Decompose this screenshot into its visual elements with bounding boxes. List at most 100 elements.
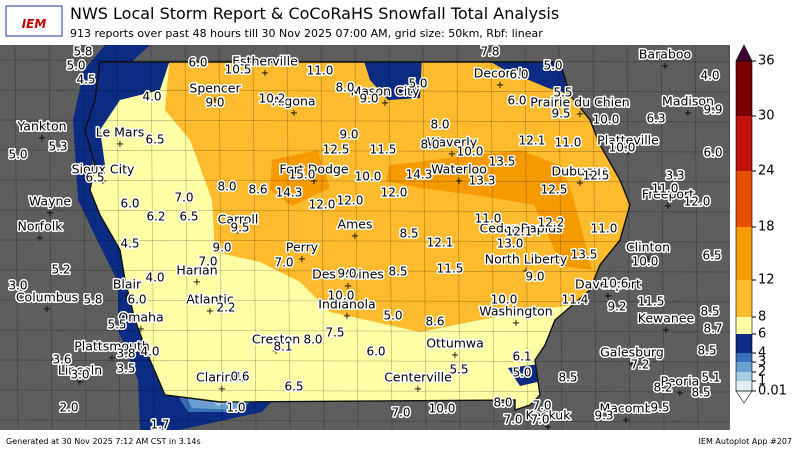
colorbar-band — [736, 317, 752, 334]
county-line — [660, 45, 665, 430]
colorbar-tick-label: 12 — [758, 273, 775, 288]
snow-value: 11.5 — [638, 295, 665, 309]
snow-value: 7.0 — [174, 191, 193, 205]
snow-value: 10.0 — [355, 170, 382, 184]
value-layer: 5.85.04.54.06.0 10.5 11.08.09.05.07.86.05.… — [7, 45, 724, 430]
snow-value: 8.6 — [425, 315, 444, 329]
snow-value: 8.0 — [335, 81, 354, 95]
snow-value: 6.1 — [512, 350, 531, 364]
snow-value: 3.8 — [116, 347, 135, 361]
snow-value: 9.0 — [337, 267, 356, 281]
colorbar-tick-label: 18 — [758, 220, 775, 235]
city-label: Washington — [479, 304, 552, 319]
snow-value: 3.0 — [70, 368, 89, 382]
snow-value: 9.5 — [230, 221, 249, 235]
colorbar-band — [736, 381, 752, 391]
city-label: Carroll — [218, 212, 259, 227]
city-marker: + — [544, 422, 552, 433]
snow-value: 9.2 — [607, 300, 626, 314]
snow-value: 13.0 — [497, 237, 524, 251]
snow-value: 10.6 — [602, 277, 629, 291]
snow-value: 9.5 — [551, 107, 570, 121]
county-line — [0, 389, 730, 393]
city-label: Perry — [286, 240, 319, 255]
snow-value: 8.6 — [248, 183, 267, 197]
colorbar-tick-label: 30 — [758, 109, 775, 124]
snow-value: 10.0 — [457, 145, 484, 159]
snow-value: 6.3 — [646, 112, 665, 126]
city-marker: + — [99, 176, 107, 187]
colorbar-tick-label: 24 — [758, 164, 775, 179]
snow-value: 6.0 — [703, 146, 722, 160]
snow-value: 10.0 — [491, 293, 518, 307]
county-line — [0, 299, 730, 303]
snow-value: 7.2 — [630, 358, 649, 372]
snow-value: 5.1 — [701, 371, 720, 385]
snow-value: 9.0 — [212, 241, 231, 255]
city-marker: + — [576, 178, 584, 189]
city-label: Lincoln — [58, 363, 102, 378]
city-label: Centerville — [384, 370, 452, 385]
snow-value: 5.5 — [107, 318, 126, 332]
county-line — [524, 45, 529, 430]
snow-value: 11.5 — [370, 143, 397, 157]
county-line — [0, 89, 730, 93]
snow-value: 8.5 — [399, 227, 418, 241]
snow-value: 13.3 — [469, 174, 496, 188]
colorbar-tick-label: 2 — [758, 365, 766, 380]
snow-value: 6.0 — [509, 68, 528, 82]
snow-value: 5.0 — [66, 59, 85, 73]
colorbar-band — [736, 372, 752, 381]
city-marker: + — [622, 415, 630, 426]
colorbar-band — [736, 61, 752, 116]
snow-value: 2.2 — [216, 301, 235, 315]
snow-value: 11.0 — [307, 64, 334, 78]
city-label: Keokuk — [526, 408, 572, 423]
colorbar-tick-label: 0.01 — [758, 384, 787, 399]
city-label: Harlan — [176, 263, 217, 278]
county-line — [626, 45, 631, 430]
county-line — [0, 149, 730, 153]
county-line — [320, 45, 325, 430]
colorbar-tick-label: 6 — [758, 327, 766, 342]
colorbar-tick-label: 1 — [758, 374, 766, 389]
snow-value: 6.0 — [188, 56, 207, 70]
city-label: Clinton — [626, 240, 670, 255]
county-line — [48, 45, 53, 430]
city-marker: + — [137, 324, 145, 335]
city-marker: + — [290, 108, 298, 119]
city-marker: + — [76, 377, 84, 388]
colorbar-under — [735, 390, 753, 404]
city-marker: + — [576, 109, 584, 120]
snow-value: 11.4 — [562, 293, 589, 307]
snow-value: 14.3 — [276, 186, 303, 200]
county-lines — [0, 45, 730, 430]
snow-value: 10.0 — [609, 141, 636, 155]
city-marker: + — [116, 139, 124, 150]
colorbar-band — [736, 171, 752, 227]
snow-value: 6.0 — [127, 293, 146, 307]
title: NWS Local Storm Report & CoCoRaHS Snowfa… — [70, 4, 559, 23]
city-label: Norfolk — [18, 219, 64, 234]
snow-value: 7.8 — [480, 45, 499, 59]
city-marker: + — [310, 176, 318, 187]
snow-value: 9.0 — [205, 96, 224, 110]
snow-value: 5.0 — [408, 77, 427, 91]
snow-value: 7.0 — [530, 413, 549, 427]
snow-value: 6.5 — [85, 171, 104, 185]
colorbar-tick-label: 36 — [758, 54, 775, 69]
city-marker: + — [684, 108, 692, 119]
snow-value: 5.5 — [553, 86, 572, 100]
snow-value: 5.8 — [73, 45, 92, 59]
city-marker: + — [662, 325, 670, 336]
city-label: Creston — [252, 332, 300, 347]
county-line — [0, 269, 730, 273]
city-label: Platteville — [597, 133, 659, 148]
county-line — [116, 45, 121, 430]
snow-value: 9.0 — [525, 270, 544, 284]
city-marker: + — [512, 318, 520, 329]
county-line — [286, 45, 291, 430]
snow-4-6 — [362, 62, 422, 100]
snow-value: 10.0 — [593, 113, 620, 127]
